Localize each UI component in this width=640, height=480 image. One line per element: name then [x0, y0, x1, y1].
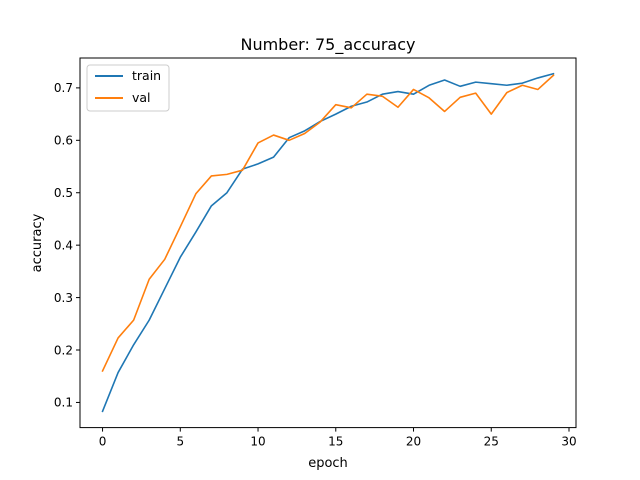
- y-tick-label: 0.1: [54, 396, 73, 410]
- y-tick-label: 0.6: [54, 134, 73, 148]
- legend-label-val: val: [132, 90, 151, 105]
- y-tick-label: 0.5: [54, 186, 73, 200]
- y-axis-ticks: 0.1 0.2 0.3 0.4 0.5 0.6 0.7: [54, 81, 80, 410]
- series-layer: [101, 72, 555, 413]
- x-tick-label: 15: [328, 435, 343, 449]
- chart-title: Number: 75_accuracy: [240, 35, 415, 55]
- y-tick-label: 0.4: [54, 238, 73, 252]
- y-tick-label: 0.2: [54, 343, 73, 357]
- legend-label-train: train: [132, 68, 161, 83]
- series-line-val: [101, 74, 555, 373]
- axes-frame: [79, 57, 577, 429]
- series-line-train: [101, 72, 555, 413]
- x-tick-label: 30: [561, 435, 576, 449]
- y-axis-label: accuracy: [30, 213, 45, 272]
- x-tick-label: 5: [176, 435, 184, 449]
- x-tick-label: 25: [484, 435, 499, 449]
- x-axis-label: epoch: [308, 456, 348, 471]
- y-tick-label: 0.3: [54, 291, 73, 305]
- y-tick-label: 0.7: [54, 81, 73, 95]
- x-tick-label: 10: [250, 435, 265, 449]
- x-axis-ticks: 0 5 10 15 20 25 30: [99, 427, 577, 449]
- legend: train val: [86, 64, 170, 112]
- plot-area: 0 5 10 15 20 25 30 0.1 0.2 0.3 0.4 0.5 0.6 0.7: [54, 57, 577, 449]
- x-tick-label: 0: [99, 435, 107, 449]
- x-tick-label: 20: [406, 435, 421, 449]
